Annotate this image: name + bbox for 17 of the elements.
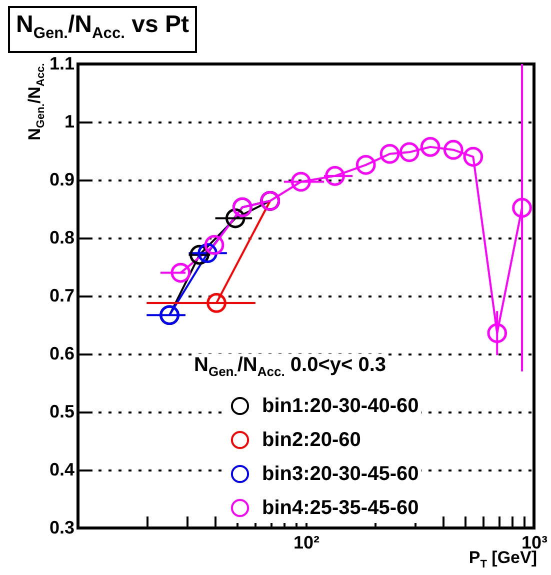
y-tick-label: 1: [64, 112, 74, 132]
y-tick-label: 0.5: [49, 402, 74, 422]
y-tick-label: 1.1: [49, 54, 74, 74]
x-tick-label: 10²: [293, 532, 320, 552]
y-tick-label: 0.3: [49, 518, 74, 538]
legend-label: bin1:20-30-40-60: [262, 395, 419, 417]
legend-label: bin2:20-60: [262, 429, 361, 451]
legend-label: bin3:20-30-45-60: [262, 463, 419, 485]
legend-label: bin4:25-35-45-60: [262, 497, 419, 519]
y-tick-label: 0.7: [49, 286, 74, 306]
x-axis-title: P$_{T}$ [GeV]: [468, 548, 537, 570]
y-tick-label: 0.8: [49, 228, 74, 248]
y-tick-label: 0.6: [49, 344, 74, 364]
y-tick-label: 0.9: [49, 170, 74, 190]
legend-title: N$_{Gen.}$/N$_{Acc.}$ 0.0<y< 0.3: [194, 354, 386, 379]
y-tick-label: 0.4: [49, 460, 74, 480]
chart-title: N$_{Gen.}$/N$_{Acc.}$ vs Pt: [8, 6, 197, 53]
